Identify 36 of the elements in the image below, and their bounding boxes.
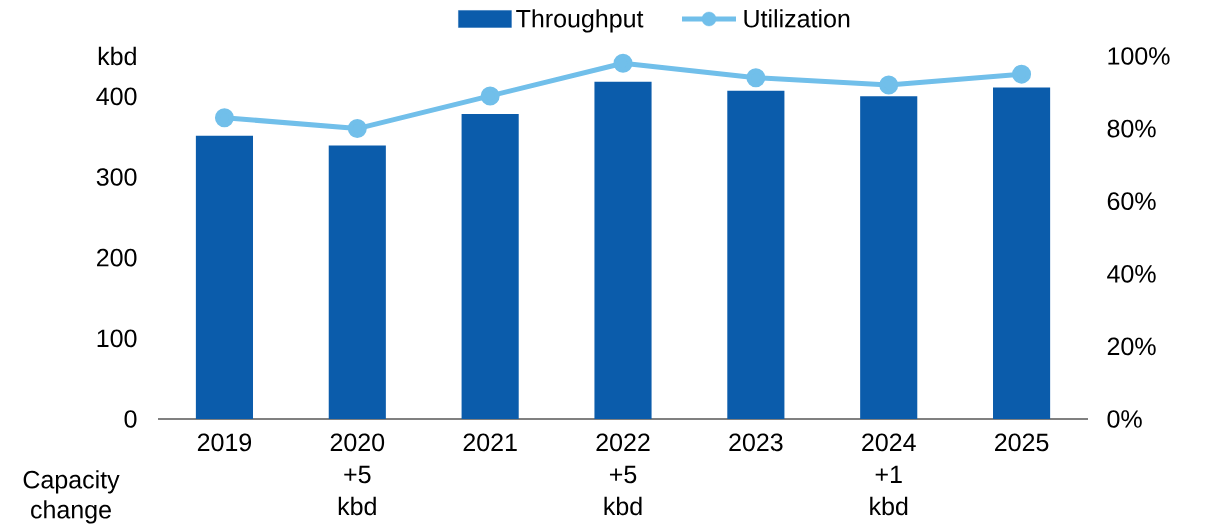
x-tick-label: 2020 +5 kbd [330,433,385,516]
bar [727,90,785,419]
bar [461,114,519,419]
bar [993,87,1051,419]
x-tick-label: 2025 [995,433,1049,452]
x-tick-label: 2022 +5 kbd [596,433,650,516]
bar [328,145,386,419]
y-tick-label: 400 [96,87,137,106]
x-tick-label: 2024 +1 kbd [862,433,916,516]
y-tick-label: 100 [97,329,137,348]
point [1012,64,1032,84]
y-tick-label: 200 [97,248,137,267]
point [613,53,633,73]
y2-tick-label: 60% [1107,192,1156,211]
point [746,68,766,88]
point [480,86,500,106]
bar [860,96,918,419]
y2-tick-label: 100% [1108,47,1170,65]
text: Capacity change [23,470,120,524]
x-tick-label: 2023 [729,433,783,452]
bar [195,135,253,419]
y2-tick-label: 20% [1107,337,1156,356]
legend-label: Utilization [744,9,850,28]
point [214,108,234,128]
x-tick-label: 2021 [463,433,517,452]
bar [594,81,652,419]
y-tick-label: 300 [96,168,137,186]
x-tick-label: 2019 [197,433,252,452]
y2-tick-label: 0% [1107,410,1142,428]
point [347,119,367,139]
y-tick-label: kbd [98,46,136,66]
legend-label: Throughput [516,9,644,33]
y2-tick-label: 80% [1107,119,1156,138]
point [879,75,899,95]
y2-tick-label: 40% [1107,264,1156,283]
y-tick-label: 0 [124,410,137,428]
